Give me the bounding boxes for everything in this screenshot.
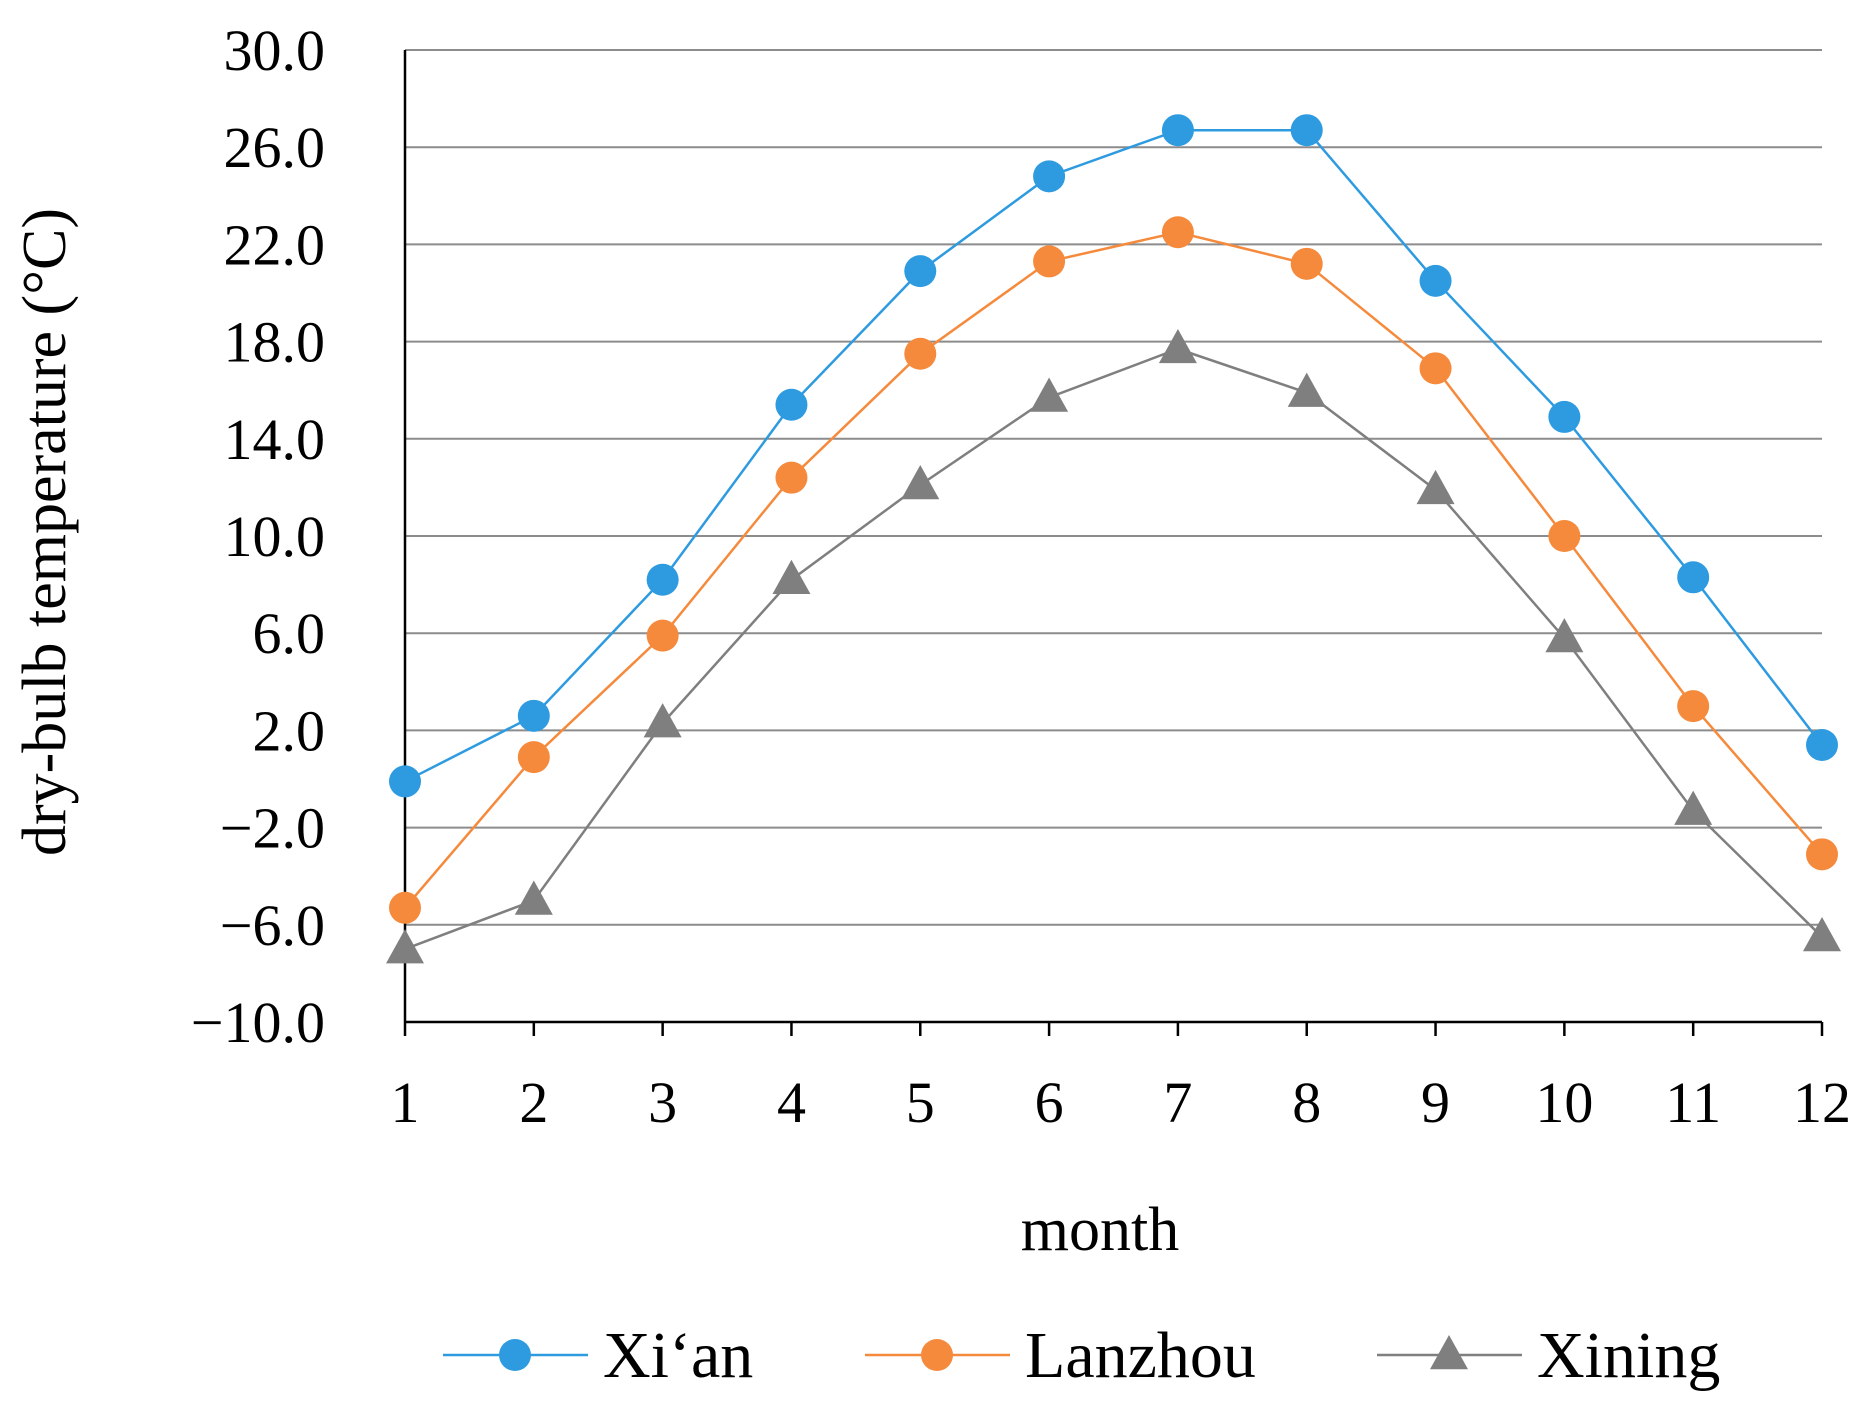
data-point-lanzhou — [1548, 520, 1581, 552]
data-point-xining — [1416, 469, 1455, 505]
x-tick-label: 10 — [1535, 1070, 1593, 1135]
legend-label-xining: Xining — [1537, 1319, 1720, 1392]
data-point-xining — [1030, 377, 1069, 412]
data-point-lanzhou — [775, 461, 808, 494]
data-point-lanzhou — [646, 619, 679, 652]
x-tick-label: 3 — [648, 1070, 677, 1135]
legend-marker-xian — [499, 1339, 531, 1371]
data-point-xian — [517, 699, 550, 732]
x-tick-label: 8 — [1292, 1070, 1321, 1135]
y-tick-label: −6.0 — [220, 893, 325, 958]
y-tick-labels: −10.0 −6.0 −2.0 2.0 6.0 10.0 14.0 18.0 22.0 26.0 3… — [191, 18, 325, 1055]
data-point-xian — [646, 563, 679, 596]
data-point-lanzhou — [517, 741, 550, 774]
data-point-xian — [775, 388, 808, 421]
x-tick-labels: 1 2 3 4 5 6 7 8 9 10 11 12 — [391, 1070, 1852, 1135]
y-tick-label: 2.0 — [253, 698, 326, 763]
data-point-lanzhou — [1290, 247, 1323, 280]
x-tick-label: 7 — [1163, 1070, 1192, 1135]
legend-label-xian: Xi‘an — [603, 1319, 753, 1392]
x-tick-label: 2 — [519, 1070, 548, 1135]
legend-item-lanzhou: Lanzhou — [865, 1319, 1256, 1392]
data-point-xian — [904, 255, 937, 288]
data-point-xian — [1806, 728, 1838, 761]
data-point-xian — [389, 765, 421, 798]
data-point-xian — [1033, 160, 1066, 193]
series-line-lanzhou — [404, 230, 1823, 909]
data-point-xining — [1158, 328, 1197, 364]
data-point-xining — [1287, 372, 1326, 407]
y-tick-label: −10.0 — [191, 990, 325, 1055]
x-tick-label: 4 — [777, 1070, 806, 1135]
series-line-xian — [404, 128, 1823, 783]
data-point-lanzhou — [1419, 352, 1452, 385]
y-tick-label: 14.0 — [224, 407, 326, 472]
data-point-xining — [386, 929, 424, 964]
legend-marker-lanzhou — [921, 1339, 953, 1371]
x-tick-label: 12 — [1793, 1070, 1851, 1135]
data-point-xining — [1674, 790, 1713, 825]
data-point-xining — [901, 465, 940, 500]
x-tick-label: 5 — [906, 1070, 935, 1135]
data-point-lanzhou — [1033, 245, 1066, 278]
data-point-xining — [1545, 618, 1584, 653]
data-point-xian — [1677, 561, 1710, 594]
data-point-lanzhou — [1806, 838, 1838, 871]
y-tick-label: 26.0 — [224, 115, 326, 180]
x-tick-label: 9 — [1421, 1070, 1450, 1135]
legend-item-xining: Xining — [1377, 1319, 1720, 1392]
y-tick-label: 22.0 — [224, 212, 326, 277]
y-tick-label: 6.0 — [253, 601, 326, 666]
x-tick-label: 11 — [1665, 1070, 1721, 1135]
data-point-lanzhou — [904, 337, 937, 370]
data-point-lanzhou — [1677, 690, 1710, 723]
data-point-xining — [514, 880, 553, 915]
gridlines — [405, 49, 1822, 926]
series-line-xining — [404, 347, 1823, 951]
data-point-lanzhou — [1161, 216, 1194, 249]
legend-marker-xining — [1430, 1335, 1468, 1370]
y-tick-label: 30.0 — [224, 18, 326, 83]
series-lanzhou — [389, 216, 1838, 924]
data-point-xining — [772, 559, 811, 594]
x-tick-label: 6 — [1035, 1070, 1064, 1135]
y-tick-label: 18.0 — [224, 310, 326, 375]
series-xining — [386, 328, 1841, 964]
x-axis-title: month — [1021, 1196, 1179, 1264]
data-point-xining — [1803, 917, 1841, 952]
axes — [403, 50, 1824, 1036]
legend-item-xian: Xi‘an — [443, 1319, 753, 1392]
y-tick-label: 10.0 — [224, 504, 326, 569]
data-point-xining — [643, 703, 682, 738]
y-tick-label: −2.0 — [220, 796, 325, 861]
legend-label-lanzhou: Lanzhou — [1025, 1319, 1256, 1392]
data-point-xian — [1548, 400, 1581, 433]
y-axis-title: dry-bulb temperature (°C) — [11, 208, 79, 856]
data-point-xian — [1290, 114, 1323, 147]
series-lines — [386, 114, 1841, 964]
x-tick-label: 1 — [391, 1070, 420, 1135]
series-xian — [389, 114, 1838, 798]
data-point-xian — [1161, 114, 1194, 147]
data-point-lanzhou — [389, 891, 421, 924]
data-point-xian — [1419, 264, 1452, 297]
legend: Xi‘an Lanzhou Xining — [443, 1319, 1720, 1392]
